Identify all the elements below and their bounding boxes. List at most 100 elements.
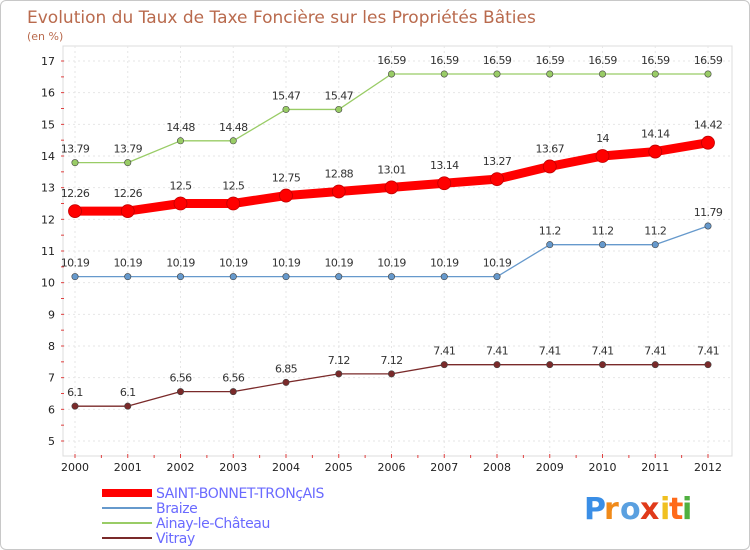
- series-point-2: [387, 70, 395, 78]
- series-point-0: [595, 149, 610, 163]
- data-label-1: 10.19: [219, 257, 248, 270]
- data-label-2: 16.59: [588, 54, 617, 67]
- data-label-2: 16.59: [536, 54, 565, 67]
- series-point-2: [440, 70, 448, 78]
- series-point-2: [177, 137, 185, 145]
- legend-label-0: SAINT-BONNET-TRONçAIS: [156, 486, 325, 502]
- series-point-1: [598, 241, 606, 249]
- data-label-3: 7.12: [328, 354, 350, 367]
- data-label-1: 11.2: [539, 225, 561, 238]
- series-point-1: [546, 241, 554, 249]
- data-label-2: 14.48: [166, 121, 195, 134]
- series-point-2: [598, 70, 606, 78]
- legend-label-1: Braize: [156, 501, 197, 517]
- y-tick-label: 8: [48, 340, 55, 353]
- series-point-2: [704, 70, 712, 78]
- data-label-2: 13.79: [114, 143, 143, 156]
- data-label-1: 10.19: [325, 257, 354, 270]
- series-point-0: [542, 159, 557, 174]
- data-label-0: 12.75: [272, 172, 301, 185]
- x-tick-label: 2010: [589, 461, 617, 474]
- data-label-layer: 12.26 12.26 12.5 12.5 12.75 12.88 13.01 13.14 13…: [61, 54, 724, 399]
- logo-letter: x: [640, 492, 659, 527]
- series-point-3: [440, 361, 448, 369]
- legend-label-3: Vitray: [156, 531, 195, 547]
- data-label-1: 10.19: [377, 257, 406, 270]
- data-label-0: 13.27: [483, 155, 512, 168]
- y-tick-label: 14: [41, 150, 55, 163]
- series-point-2: [124, 159, 132, 167]
- series-point-3: [704, 361, 712, 369]
- series-point-2: [493, 70, 501, 78]
- series-point-1: [282, 273, 290, 281]
- data-label-2: 16.59: [377, 54, 406, 67]
- grid-layer: [62, 45, 733, 457]
- data-label-1: 11.79: [694, 206, 723, 219]
- logo-letter: P: [584, 492, 606, 527]
- chart-subtitle: (en %): [27, 30, 63, 43]
- data-label-3: 7.41: [697, 345, 719, 358]
- data-label-2: 15.47: [272, 89, 301, 102]
- logo-letter: o: [620, 492, 641, 527]
- x-tick-label: 2001: [114, 461, 142, 474]
- data-label-2: 16.59: [641, 54, 670, 67]
- legend-label-2: Ainay-le-Château: [156, 516, 270, 532]
- series-point-0: [437, 176, 452, 191]
- series-point-1: [177, 273, 185, 281]
- data-label-0: 14.42: [694, 119, 723, 132]
- series-layer: [68, 70, 715, 410]
- x-tick-label: 2002: [167, 461, 195, 474]
- data-label-1: 10.19: [61, 257, 90, 270]
- data-label-1: 10.19: [166, 257, 195, 270]
- series-point-2: [651, 70, 659, 78]
- data-label-3: 6.1: [120, 386, 136, 399]
- series-point-0: [490, 172, 504, 187]
- y-tick-label: 17: [41, 55, 55, 68]
- x-tick-label: 2009: [536, 461, 564, 474]
- data-label-0: 14: [596, 132, 609, 145]
- data-label-0: 12.88: [325, 167, 354, 180]
- x-tick-label: 2006: [378, 461, 406, 474]
- series-point-3: [387, 370, 395, 378]
- data-label-3: 7.41: [539, 345, 561, 358]
- series-point-3: [71, 402, 79, 410]
- data-label-3: 6.1: [67, 386, 83, 399]
- series-point-3: [177, 388, 185, 396]
- series-point-0: [331, 184, 346, 199]
- series-point-3: [598, 361, 606, 369]
- data-label-0: 12.5: [222, 180, 245, 193]
- data-label-3: 7.12: [380, 354, 402, 367]
- x-tick-label: 2000: [61, 461, 89, 474]
- data-label-3: 7.41: [644, 345, 666, 358]
- series-point-1: [124, 273, 132, 281]
- series-point-1: [229, 273, 237, 281]
- logo-letter: t: [669, 492, 683, 527]
- y-tick-label: 5: [48, 435, 55, 448]
- x-tick-label: 2007: [430, 461, 458, 474]
- data-label-1: 10.19: [430, 257, 459, 270]
- series-point-2: [546, 70, 554, 78]
- data-label-0: 12.26: [114, 187, 143, 200]
- series-point-0: [226, 196, 241, 211]
- data-label-2: 14.48: [219, 121, 248, 134]
- data-label-3: 7.41: [591, 345, 613, 358]
- x-tick-label: 2005: [325, 461, 353, 474]
- data-label-0: 13.67: [536, 142, 565, 155]
- series-point-0: [173, 196, 188, 211]
- series-point-3: [124, 402, 132, 410]
- series-point-1: [335, 273, 343, 281]
- series-point-3: [282, 378, 290, 386]
- data-label-2: 16.59: [694, 54, 723, 67]
- data-label-1: 11.2: [644, 225, 666, 238]
- series-point-0: [648, 144, 663, 159]
- x-tick-label: 2003: [219, 461, 247, 474]
- data-label-2: 16.59: [483, 54, 512, 67]
- series-point-0: [68, 204, 82, 219]
- data-label-3: 6.85: [275, 362, 298, 375]
- data-label-1: 11.2: [591, 225, 613, 238]
- data-label-1: 10.19: [272, 257, 301, 270]
- series-point-1: [493, 273, 501, 281]
- y-tick-label: 12: [41, 213, 55, 226]
